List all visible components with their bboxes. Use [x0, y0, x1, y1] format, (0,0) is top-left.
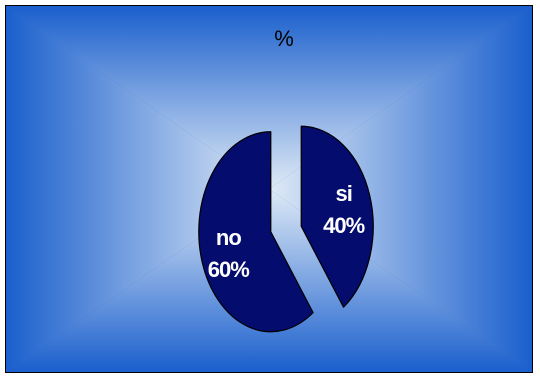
slice-percent-si: 40% — [323, 213, 364, 238]
slice-percent-no: 60% — [208, 257, 249, 282]
slice-label-no: no — [216, 225, 241, 250]
chart-title: % — [274, 26, 294, 51]
pie-slices — [198, 125, 374, 333]
pie-labels: si 40% no 60% — [208, 181, 366, 282]
pie-slice-no — [198, 131, 314, 333]
slice-label-si: si — [335, 181, 351, 206]
pie-slice-si — [300, 125, 374, 308]
chart-area: % si 40% no 60% — [5, 5, 533, 373]
pie-chart: % si 40% no 60% — [6, 6, 532, 372]
